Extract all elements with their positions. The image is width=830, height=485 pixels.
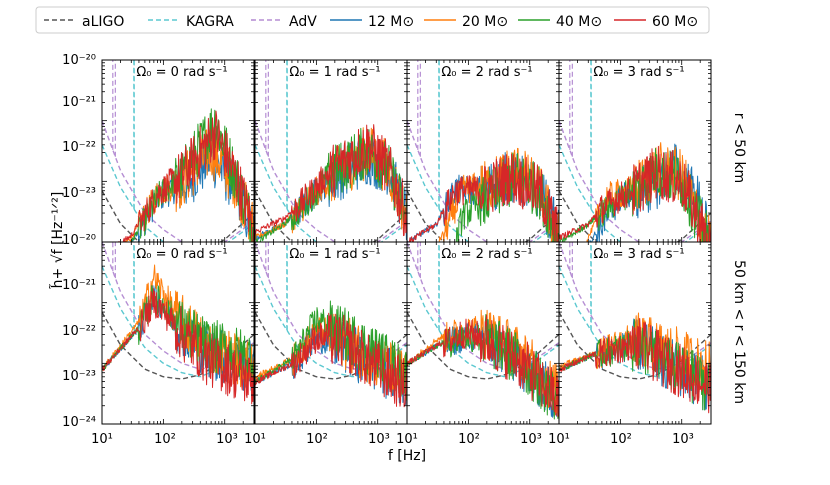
ytick-bottom-1e-22: 10⁻²² <box>62 324 96 339</box>
panel-plot-area <box>102 60 254 242</box>
y-ticks-top: 10⁻²⁰ 10⁻²¹ 10⁻²² 10⁻²³ <box>62 53 96 201</box>
curve-aligo <box>407 190 559 242</box>
signal-60msun <box>407 153 559 242</box>
curve-adv <box>102 242 254 370</box>
ytick-top-1e-21: 10⁻²¹ <box>62 95 96 110</box>
ytick-bottom-1e-23: 10⁻²³ <box>62 369 96 384</box>
panel-plot-area <box>407 60 559 242</box>
panel-frame <box>558 241 712 425</box>
legend-20msun-label: 20 M⊙ <box>462 14 508 30</box>
row-label-inner: r < 50 km <box>731 113 747 183</box>
panel-row1-col1: Ω₀ = 1 rad s⁻¹ <box>254 241 408 425</box>
panel-plot-area <box>102 242 254 405</box>
legend-aligo-label: aLIGO <box>82 14 124 30</box>
panel-title: Ω₀ = 2 rad s⁻¹ <box>441 65 532 80</box>
curve-adv <box>102 120 254 242</box>
panel-row1-col2: Ω₀ = 2 rad s⁻¹ <box>406 241 560 425</box>
xtick-c3-1e3: 10³ <box>672 432 694 447</box>
legend-kagra-label: KAGRA <box>186 14 234 30</box>
panel-row0-col1: Ω₀ = 1 rad s⁻¹ <box>254 59 408 243</box>
signal-60msun <box>255 312 407 408</box>
ytick-bottom-1e-21: 10⁻²¹ <box>62 278 96 293</box>
panel-row0-col2: Ω₀ = 2 rad s⁻¹ <box>406 59 560 243</box>
row-label-outer: 50 km < r < 150 km <box>731 260 747 404</box>
curve-aligo <box>559 190 711 242</box>
panel-title: Ω₀ = 2 rad s⁻¹ <box>441 247 532 262</box>
panel-frame <box>101 241 255 425</box>
ytick-top-1e-23: 10⁻²³ <box>62 186 96 201</box>
panel-title: Ω₀ = 3 rad s⁻¹ <box>593 247 684 262</box>
ytick-top-1e-20: 10⁻²⁰ <box>62 53 96 68</box>
signal-60msun <box>559 318 711 414</box>
legend-12msun-label: 12 M⊙ <box>368 14 414 30</box>
curve-adv <box>559 120 711 242</box>
legend-40msun-label: 40 M⊙ <box>556 14 602 30</box>
ytick-top-1e-22: 10⁻²² <box>62 140 96 155</box>
signal-60msun <box>255 124 407 237</box>
panel-frame <box>101 59 255 243</box>
panel-plot-area <box>255 242 407 408</box>
legend-adv-label: AdV <box>289 14 317 30</box>
panel-row0-col0: Ω₀ = 0 rad s⁻¹ <box>101 59 255 243</box>
panel-row1-col3: Ω₀ = 3 rad s⁻¹ <box>558 241 712 425</box>
y-axis-label: h̃+ √f [Hz⁻¹ᐟ²] <box>49 192 66 289</box>
x-ticks: 10¹ 10² 10³ 10¹ 10² 10³ 10¹ 10² 10³ 10¹ … <box>91 432 694 447</box>
curve-adv <box>255 242 407 370</box>
signal-20msun <box>438 147 559 242</box>
panel-row1-col0: Ω₀ = 0 rad s⁻¹ <box>101 241 255 425</box>
xtick-c2-1e1: 10¹ <box>396 432 418 447</box>
xtick-c1-1e3: 10³ <box>368 432 390 447</box>
xtick-c0-1e2: 10² <box>154 432 176 447</box>
signal-60msun <box>102 288 254 405</box>
signal-20msun <box>586 142 711 242</box>
panel-plot-area <box>255 60 407 242</box>
curve-aligo <box>255 190 407 242</box>
ytick-bottom-1e-20: 10⁻²⁰ <box>62 233 96 248</box>
signal-60msun <box>118 110 254 242</box>
legend: aLIGO KAGRA AdV 12 M⊙ 20 M⊙ 40 M⊙ 60 M⊙ <box>35 6 710 34</box>
panel-grid: Ω₀ = 0 rad s⁻¹ Ω₀ = 1 rad s⁻¹ Ω₀ = 2 rad s… <box>101 59 712 425</box>
panel-row0-col3: Ω₀ = 3 rad s⁻¹ <box>558 59 712 243</box>
panel-title: Ω₀ = 3 rad s⁻¹ <box>593 65 684 80</box>
curve-adv <box>255 120 407 242</box>
panel-plot-area <box>559 242 711 414</box>
xtick-c0-1e1: 10¹ <box>91 432 113 447</box>
xtick-c1-1e2: 10² <box>306 432 328 447</box>
panel-title: Ω₀ = 0 rad s⁻¹ <box>136 247 227 262</box>
panel-frame <box>558 59 712 243</box>
xtick-c3-1e1: 10¹ <box>548 432 570 447</box>
x-axis-label: f [Hz] <box>388 448 426 464</box>
legend-60msun-label: 60 M⊙ <box>652 14 698 30</box>
xtick-c1-1e1: 10¹ <box>244 432 266 447</box>
panel-title: Ω₀ = 1 rad s⁻¹ <box>289 247 380 262</box>
panel-title: Ω₀ = 1 rad s⁻¹ <box>289 65 380 80</box>
xtick-c3-1e2: 10² <box>610 432 632 447</box>
panel-plot-area <box>407 242 559 422</box>
signal-60msun <box>559 145 711 242</box>
xtick-c0-1e3: 10³ <box>216 432 238 447</box>
xtick-c2-1e2: 10² <box>458 432 480 447</box>
curve-aligo <box>102 190 254 242</box>
curve-adv <box>407 120 559 242</box>
ytick-bottom-1e-24: 10⁻²⁴ <box>62 415 96 430</box>
legend-frame <box>35 6 710 34</box>
xtick-c2-1e3: 10³ <box>520 432 542 447</box>
panel-plot-area <box>559 60 711 242</box>
y-ticks-bottom: 10⁻²⁰ 10⁻²¹ 10⁻²² 10⁻²³ 10⁻²⁴ <box>62 233 96 430</box>
signal-60msun <box>407 314 559 422</box>
panel-title: Ω₀ = 0 rad s⁻¹ <box>136 65 227 80</box>
signal-20msun <box>122 129 254 242</box>
curve-adv <box>407 242 559 370</box>
